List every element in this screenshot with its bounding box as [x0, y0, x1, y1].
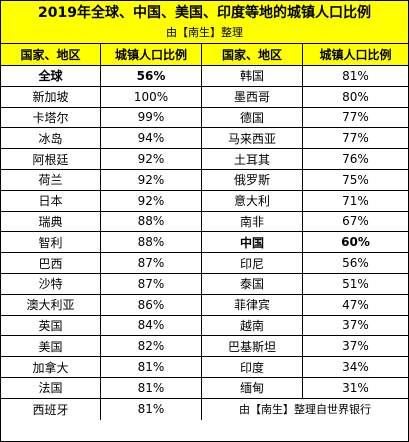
ratio-cell: 37%: [342, 318, 369, 333]
ratio-cell: 56%: [342, 256, 369, 271]
table-row: 瑞典 88% 南非 67%: [1, 211, 408, 233]
table-row: 荷兰 92% 俄罗斯 75%: [1, 169, 408, 191]
subtitle: 由【南生】整理: [166, 26, 243, 39]
ratio-cell: 81%: [101, 377, 202, 398]
header-region-right: 国家、地区: [202, 44, 303, 65]
table-row: 法国 81% 缅甸 31%: [1, 377, 408, 399]
ratio-cell: 88%: [101, 232, 202, 253]
ratio-cell: 80%: [342, 89, 369, 104]
region-cell: 冰岛: [1, 128, 101, 149]
ratio-cell: 77%: [342, 131, 369, 146]
region-cell: 澳大利亚: [1, 294, 101, 315]
table-row: 冰岛 94% 马来西亚 77%: [1, 128, 408, 150]
region-cell: 阿根廷: [1, 149, 101, 169]
region-cell: 荷兰: [1, 169, 101, 190]
region-cell: 日本: [1, 190, 101, 211]
ratio-cell: 81%: [101, 398, 202, 420]
title-block: 2019年全球、中国、美国、印度等地的城镇人口比例 由【南生】整理: [1, 1, 408, 44]
ratio-cell: 47%: [342, 297, 369, 312]
table-row: 澳大利亚 86% 菲律宾 47%: [1, 294, 408, 316]
region-cell: 巴基斯坦: [202, 336, 303, 357]
ratio-cell: 76%: [342, 152, 369, 167]
ratio-cell: 37%: [342, 339, 369, 354]
region-cell: 英国: [1, 315, 101, 336]
header-ratio-right: 城镇人口比例: [319, 48, 392, 62]
ratio-cell: 88%: [101, 211, 202, 232]
table-row: 西班牙 81% 由【南生】整理自世界银行: [1, 398, 408, 420]
table-row: 英国 84% 越南 37%: [1, 315, 408, 337]
region-cell: 南非: [202, 211, 303, 232]
ratio-cell: 92%: [101, 169, 202, 190]
region-cell: 越南: [202, 315, 303, 336]
ratio-cell: 94%: [101, 128, 202, 149]
ratio-cell: 84%: [101, 315, 202, 336]
ratio-cell: 100%: [101, 86, 202, 107]
table-row: 加拿大 81% 印度 34%: [1, 357, 408, 378]
region-cell: 巴西: [1, 253, 101, 273]
ratio-cell: 31%: [342, 380, 369, 395]
table-body: 全球 56% 韩国 81% 新加坡 100% 墨西哥 80% 卡塔尔 99% 德国 77% 冰岛 94% 马…: [1, 66, 408, 420]
ratio-cell: 67%: [342, 214, 369, 229]
table-row: 日本 92% 意大利 71%: [1, 190, 408, 212]
region-cell: 西班牙: [1, 398, 101, 420]
source-note: 由【南生】整理自世界银行: [239, 403, 371, 417]
table-row: 新加坡 100% 墨西哥 80%: [1, 86, 408, 108]
ratio-cell: 81%: [342, 68, 369, 83]
page-title: 2019年全球、中国、美国、印度等地的城镇人口比例: [38, 5, 371, 21]
table-row: 全球 56% 韩国 81%: [1, 66, 408, 87]
ratio-cell: 87%: [101, 273, 202, 294]
region-cell: 墨西哥: [202, 86, 303, 107]
table-row: 巴西 87% 印尼 56%: [1, 253, 408, 274]
ratio-cell: 99%: [101, 107, 202, 128]
table-row: 卡塔尔 99% 德国 77%: [1, 107, 408, 129]
ratio-cell: 56%: [101, 66, 202, 86]
region-cell: 德国: [202, 107, 303, 128]
region-cell: 缅甸: [202, 377, 303, 398]
region-cell: 瑞典: [1, 211, 101, 232]
table-header: 国家、地区 城镇人口比例 国家、地区 城镇人口比例: [1, 44, 408, 66]
region-cell: 马来西亚: [202, 128, 303, 149]
ratio-cell: 92%: [101, 190, 202, 211]
region-cell: 意大利: [202, 190, 303, 211]
table-row: 沙特 87% 泰国 51%: [1, 273, 408, 295]
ratio-cell: 51%: [342, 276, 369, 291]
region-cell: 菲律宾: [202, 294, 303, 315]
ratio-cell: 92%: [101, 149, 202, 169]
region-cell: 印度: [202, 357, 303, 377]
ratio-cell: 60%: [341, 235, 370, 250]
table-row: 智利 88% 中国 60%: [1, 232, 408, 254]
ratio-cell: 71%: [342, 193, 369, 208]
header-region-left: 国家、地区: [1, 44, 101, 65]
region-cell: 俄罗斯: [202, 169, 303, 190]
ratio-cell: 75%: [342, 172, 369, 187]
ratio-cell: 77%: [342, 110, 369, 125]
region-cell: 印尼: [202, 253, 303, 273]
region-cell: 沙特: [1, 273, 101, 294]
ratio-cell: 82%: [101, 336, 202, 357]
region-cell: 新加坡: [1, 86, 101, 107]
region-cell: 智利: [1, 232, 101, 253]
region-cell: 加拿大: [1, 357, 101, 377]
region-cell: 法国: [1, 377, 101, 398]
region-cell: 中国: [202, 232, 303, 253]
ratio-cell: 81%: [101, 357, 202, 377]
table-row: 美国 82% 巴基斯坦 37%: [1, 336, 408, 358]
region-cell: 韩国: [202, 66, 303, 86]
ratio-cell: 87%: [101, 253, 202, 273]
region-cell: 全球: [1, 66, 101, 86]
region-cell: 泰国: [202, 273, 303, 294]
table-row: 阿根廷 92% 土耳其 76%: [1, 149, 408, 170]
region-cell: 卡塔尔: [1, 107, 101, 128]
ratio-cell: 86%: [101, 294, 202, 315]
ratio-cell: 34%: [342, 360, 369, 375]
region-cell: 土耳其: [202, 149, 303, 169]
region-cell: 美国: [1, 336, 101, 357]
header-ratio-left: 城镇人口比例: [101, 44, 202, 65]
